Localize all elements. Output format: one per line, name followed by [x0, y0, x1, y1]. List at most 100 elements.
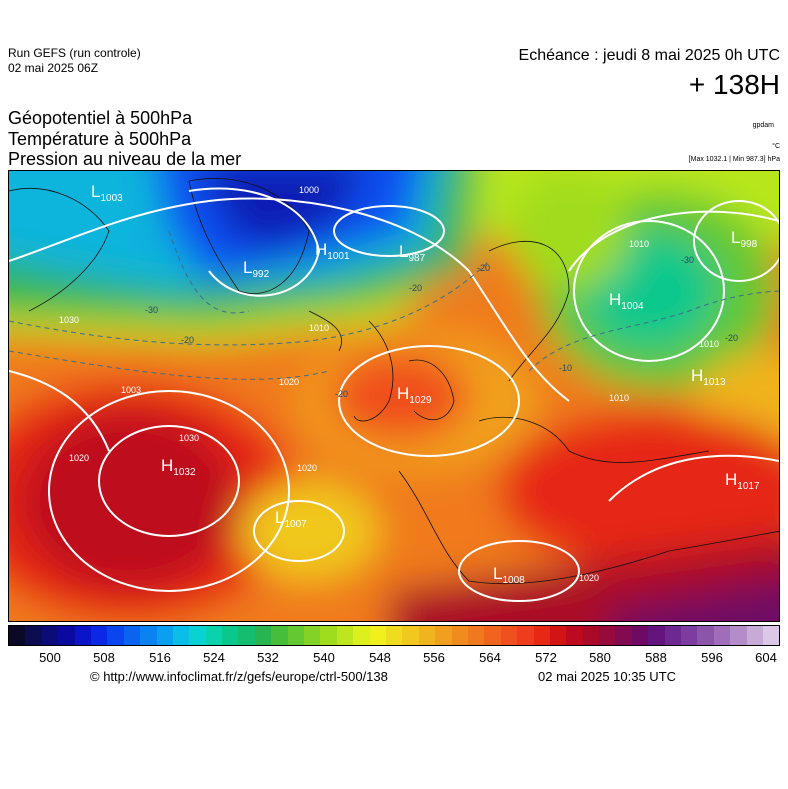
temperature-label: -20 [725, 333, 738, 343]
title-temperature: Température à 500hPa [8, 129, 192, 149]
colorbar-swatch [123, 626, 141, 645]
temperature-labels: -30 -20 -20 -20 -20 -10 -30 -20 [145, 255, 738, 399]
temperature-label: -20 [409, 283, 422, 293]
temperature-label: -20 [335, 389, 348, 399]
temperature-label: -20 [477, 263, 490, 273]
colorbar-swatch [320, 626, 337, 645]
forecast-valid-time: Echéance : jeudi 8 mai 2025 0h UTC [518, 47, 780, 64]
colorbar-swatch [90, 626, 108, 645]
colorbar-tick-label: 524 [203, 650, 225, 665]
colorbar-swatch [287, 626, 305, 645]
colorbar-tick-label: 580 [589, 650, 611, 665]
colorbar-swatch [599, 626, 616, 645]
temperature-isotherms [9, 230, 779, 380]
colorbar-tick-label: 572 [535, 650, 557, 665]
colorbar-swatch [189, 626, 206, 645]
run-date: 02 mai 2025 06Z [8, 61, 99, 75]
geopotential-field [9, 171, 779, 621]
colorbar-swatch [402, 626, 419, 645]
colorbar-swatch [631, 626, 649, 645]
isobar-label: 1020 [579, 573, 599, 583]
colorbar-swatch [500, 626, 518, 645]
generated-timestamp: 02 mai 2025 10:35 UTC [538, 669, 677, 684]
colorbar-swatch [156, 626, 173, 645]
weather-map-svg: H1032H1029H1001H1013H1017H1004L992L1003L… [9, 171, 779, 621]
colorbar-tick-label: 508 [93, 650, 115, 665]
colorbar-swatch [681, 626, 698, 645]
temperature-label: -10 [559, 363, 572, 373]
isobar-labels: 1030 1030 1020 1020 1020 1010 1010 1010 1000 1010… [59, 185, 719, 583]
isobar-label: 1003 [121, 385, 141, 395]
colorbar-swatch [205, 626, 223, 645]
colorbar-swatch [533, 626, 550, 645]
colorbar-swatch [713, 626, 731, 645]
colorbar-swatch [566, 626, 583, 645]
isobar-label: 1010 [699, 339, 719, 349]
weather-map: H1032 H1029 H1001 H1013 H1017 H1004 L992 L1003 L… [8, 170, 780, 622]
colorbar-swatch [238, 626, 255, 645]
temperature-label: -20 [181, 335, 194, 345]
temperature-label: -30 [145, 305, 158, 315]
colorbar-swatch [222, 626, 239, 645]
colorbar-swatch [451, 626, 468, 645]
colorbar-swatch [582, 626, 600, 645]
colorbar-swatch [353, 626, 370, 645]
title-pressure: Pression au niveau de la mer [8, 149, 242, 169]
colorbar-swatch [140, 626, 157, 645]
colorbar-swatch [9, 626, 26, 645]
unit-celsius: °C [772, 143, 780, 150]
colorbar-swatch [435, 626, 452, 645]
isobar-label: 1030 [59, 315, 79, 325]
colorbar-swatch [517, 626, 534, 645]
colorbar-swatch [746, 626, 763, 645]
isobar-label: 1030 [179, 433, 199, 443]
colorbar-swatch [762, 626, 780, 645]
colorbar-swatch [172, 626, 190, 645]
colorbar-tick-label: 604 [755, 650, 777, 665]
temperature-label: -30 [681, 255, 694, 265]
colorbar-tick-label: 596 [701, 650, 723, 665]
colorbar-swatch [697, 626, 714, 645]
pressure-min-max: [Max 1032.1 | Min 987.3] hPa [688, 156, 780, 163]
source-credit: © http://www.infoclimat.fr/z/gefs/europe… [90, 669, 388, 684]
isobar-label: 1000 [299, 185, 319, 195]
colorbar-swatch [484, 626, 501, 645]
colorbar-swatch [418, 626, 436, 645]
isobar-label: 1020 [279, 377, 299, 387]
coastlines [9, 178, 779, 585]
colorbar-swatch [615, 626, 632, 645]
colorbar-swatch [271, 626, 288, 645]
colorbar-tick-label: 548 [369, 650, 391, 665]
colorbar-tick-label: 556 [423, 650, 445, 665]
isobar-label: 1010 [309, 323, 329, 333]
unit-gpdam: gpdam [752, 122, 774, 129]
colorbar-swatch [336, 626, 354, 645]
colorbar-swatch [41, 626, 59, 645]
isobars [9, 187, 779, 602]
isobar-label: 1020 [69, 453, 89, 463]
isobar-label: 1020 [297, 463, 317, 473]
colorbar-swatch [304, 626, 321, 645]
colorbar-tick-label: 588 [645, 650, 667, 665]
colorbar-swatch [107, 626, 124, 645]
lead-time: + 138H [688, 69, 780, 100]
colorbar-swatch [369, 626, 386, 645]
colorbar-tick-label: 564 [479, 650, 501, 665]
colorbar-swatch [385, 626, 403, 645]
colorbar-tick-label: 500 [39, 650, 61, 665]
title-geopotential: Géopotentiel à 500hPa [8, 108, 193, 128]
isobar-label: 1010 [609, 393, 629, 403]
colorbar-swatch [254, 626, 272, 645]
colorbar [8, 625, 780, 646]
colorbar-swatch [58, 626, 75, 645]
colorbar-tick-label: 540 [313, 650, 335, 665]
colorbar-swatch [549, 626, 567, 645]
colorbar-tick-label: 532 [257, 650, 279, 665]
colorbar-tick-label: 516 [149, 650, 171, 665]
colorbar-swatch [648, 626, 665, 645]
run-name: Run GEFS (run controle) [8, 46, 141, 60]
colorbar-swatch [730, 626, 747, 645]
colorbar-swatch [467, 626, 485, 645]
colorbar-swatch [74, 626, 91, 645]
isobar-label: 1010 [629, 239, 649, 249]
